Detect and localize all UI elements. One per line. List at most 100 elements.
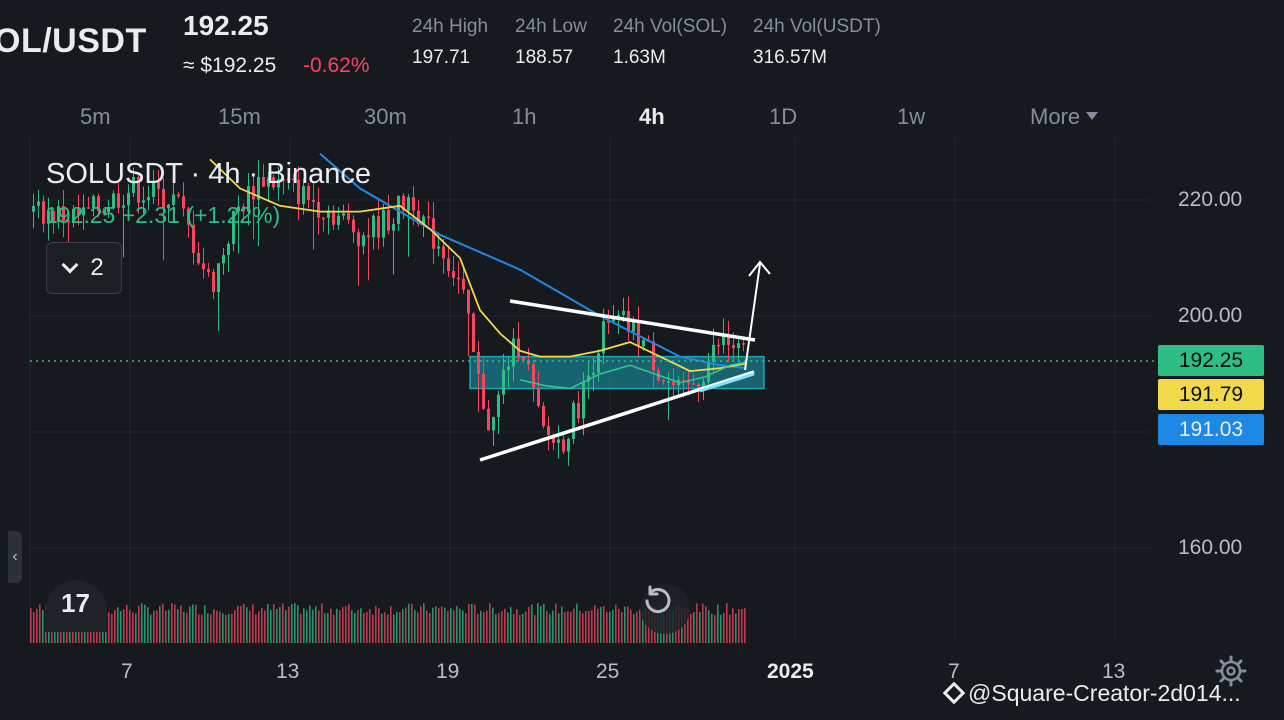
volume-bar [567,611,569,643]
drawing-toolbar-toggle[interactable]: ‹ [8,531,22,583]
volume-bar [348,604,350,643]
volume-bar [291,604,293,643]
candle-body [607,321,610,323]
volume-bar [399,612,401,643]
volume-bar [453,610,455,643]
volume-bar [543,604,545,643]
candle-body [307,185,310,200]
volume-bar [447,610,449,643]
candle-body [267,177,270,187]
volume-bar [198,614,200,643]
volume-bar [411,603,413,643]
candle-body [107,208,110,213]
candle-body [602,321,605,354]
volume-bar [513,613,515,643]
ma-fast-price-tag: 191.79 [1158,379,1264,410]
candle-body [162,188,165,209]
volume-bar [450,608,452,643]
tab-1w[interactable]: 1w [897,104,926,129]
volume-bar [225,614,227,643]
tab-1d[interactable]: 1D [769,104,798,129]
volume-bar [402,609,404,643]
candle-body [392,223,395,231]
x-tick-label: 13 [1102,660,1126,683]
volume-bar [129,609,131,643]
volume-bar [333,614,335,643]
volume-bar [474,604,476,643]
volume-bar [525,611,527,643]
candle-body [262,176,265,187]
volume-bar [231,613,233,643]
candle-body [177,194,180,197]
replay-icon[interactable] [640,584,690,634]
candle-body [697,384,700,387]
stat-24h-low: 24h Low 188.57 [515,16,587,69]
volume-bar [723,612,725,643]
volume-bar [540,605,542,643]
trendline-lower-highlight [699,372,755,393]
candle-body [452,271,455,278]
volume-bar [336,608,338,643]
volume-bar [714,614,716,643]
volume-bar [549,614,551,643]
stat-label: 24h Low [515,16,587,37]
candle-body [217,263,220,293]
volume-bar [315,606,317,643]
candle-body [192,224,195,253]
volume-bar [243,603,245,643]
volume-bar [555,603,557,643]
gear-icon[interactable] [1214,654,1248,688]
candle-body [337,215,340,225]
volume-bar [117,607,119,643]
volume-bar [228,613,230,643]
volume-bar [477,613,479,643]
candle-body [142,200,145,203]
volume-bar [195,605,197,643]
price-change-percent: -0.62% [303,54,370,77]
tab-5m[interactable]: 5m [80,104,111,129]
tab-30m[interactable]: 30m [364,104,407,129]
volume-bar [201,614,203,643]
volume-bar [612,609,614,643]
price-chart[interactable]: SOLUSDT · 4h · Binance 192.25 +2.31 (+1.… [0,138,1284,720]
volume-bar [459,608,461,643]
candle-body [707,361,710,382]
tab-more[interactable]: More [1030,104,1099,130]
candle-body [387,209,390,231]
tab-15m[interactable]: 15m [218,104,261,129]
candle-body [492,417,495,431]
volume-bar [621,612,623,643]
candle-body [242,206,245,212]
volume-bar [309,605,311,643]
candle-body [152,182,155,197]
volume-bar [285,610,287,643]
candle-body [127,192,130,206]
chevron-down-icon [61,256,79,274]
tab-1h[interactable]: 1h [512,104,537,129]
candle-body [637,320,640,347]
indicator-collapse-button[interactable]: 2 [46,242,122,294]
tab-4h[interactable]: 4h [639,104,665,129]
volume-bar [489,603,491,643]
volume-bar [132,612,134,643]
volume-bar [462,610,464,643]
candle-body [172,194,175,205]
volume-bar [594,605,596,643]
volume-bar [516,609,518,643]
volume-bar [741,609,743,643]
candle-body [482,373,485,409]
volume-bar [438,607,440,643]
pair-title[interactable]: OL/USDT [0,22,147,60]
candle-body [537,387,540,406]
volume-bar [552,610,554,643]
candle-body [47,211,50,224]
trendline-upper [509,299,756,342]
candle-body [437,246,440,249]
candle-body [342,213,345,216]
candle-body [542,405,545,427]
volume-bar [591,610,593,643]
volume-bar [378,608,380,643]
x-tick-label: 13 [276,660,300,683]
volume-bar [372,614,374,643]
volume-bar [153,610,155,643]
